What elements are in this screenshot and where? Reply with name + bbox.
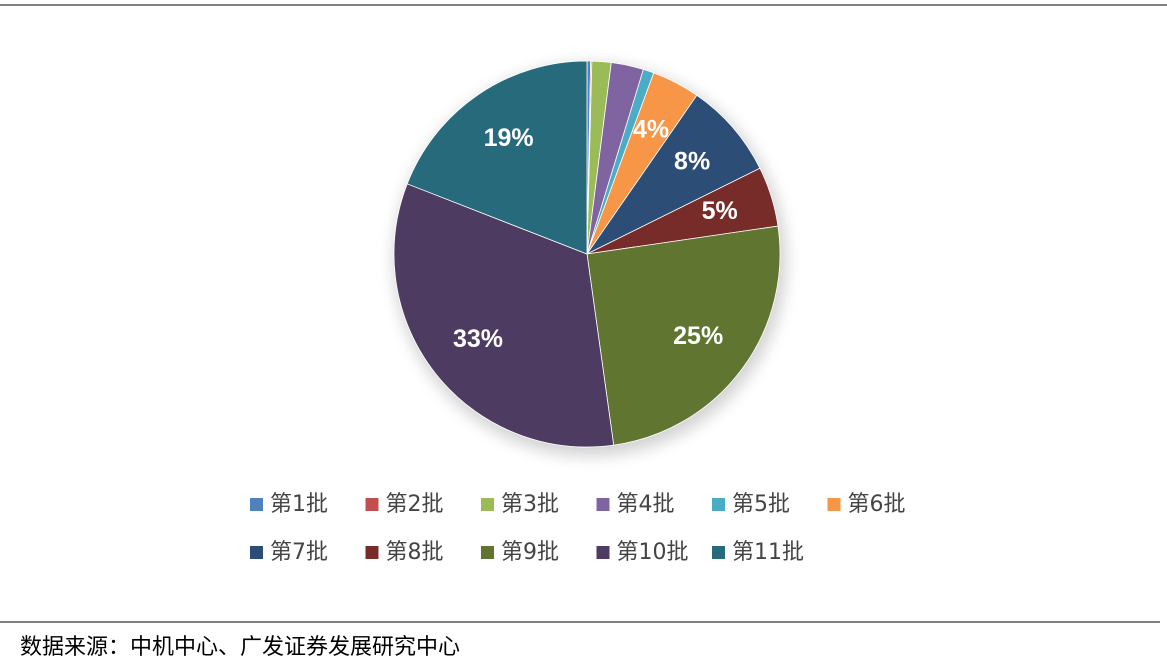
- legend-swatch: [250, 498, 263, 511]
- legend-swatch: [365, 546, 379, 559]
- data-label: 4%: [633, 115, 669, 143]
- pie-slice: [586, 225, 781, 446]
- pie-slice: [393, 183, 615, 448]
- legend-swatch: [596, 498, 610, 511]
- legend-label: 第8批: [386, 540, 444, 565]
- legend-swatch: [365, 498, 379, 511]
- legend-label: 第7批: [270, 540, 328, 565]
- legend-label: 第9批: [501, 540, 559, 565]
- legend-label: 第6批: [848, 492, 906, 517]
- legend-swatch: [481, 546, 494, 559]
- source-note: 数据来源：中机中心、广发证券发展研究中心: [20, 635, 460, 660]
- legend-swatch: [827, 498, 841, 511]
- data-label: 19%: [484, 124, 534, 152]
- legend-label: 第3批: [501, 492, 559, 517]
- legend-label: 第10批: [617, 540, 689, 565]
- pie: 4%8% 5% 25% 33% 19%: [393, 60, 781, 448]
- legend-swatch: [596, 546, 610, 559]
- pie-slice: [586, 94, 761, 255]
- legend-label: 第2批: [386, 492, 444, 517]
- legend-swatch: [712, 498, 725, 511]
- pie-slice: [406, 60, 588, 255]
- legend-label: 第11批: [732, 540, 804, 565]
- legend-swatch: [481, 498, 494, 511]
- legend-label: 第4批: [617, 492, 675, 517]
- legend-swatch: [250, 546, 263, 559]
- legend-label: 第5批: [732, 492, 790, 517]
- data-label: 25%: [673, 322, 723, 350]
- data-label: 8%: [674, 148, 710, 176]
- legend-label: 第1批: [270, 492, 328, 517]
- legend-swatch: [712, 546, 725, 559]
- data-label: 5%: [702, 197, 738, 225]
- data-label: 33%: [453, 325, 503, 353]
